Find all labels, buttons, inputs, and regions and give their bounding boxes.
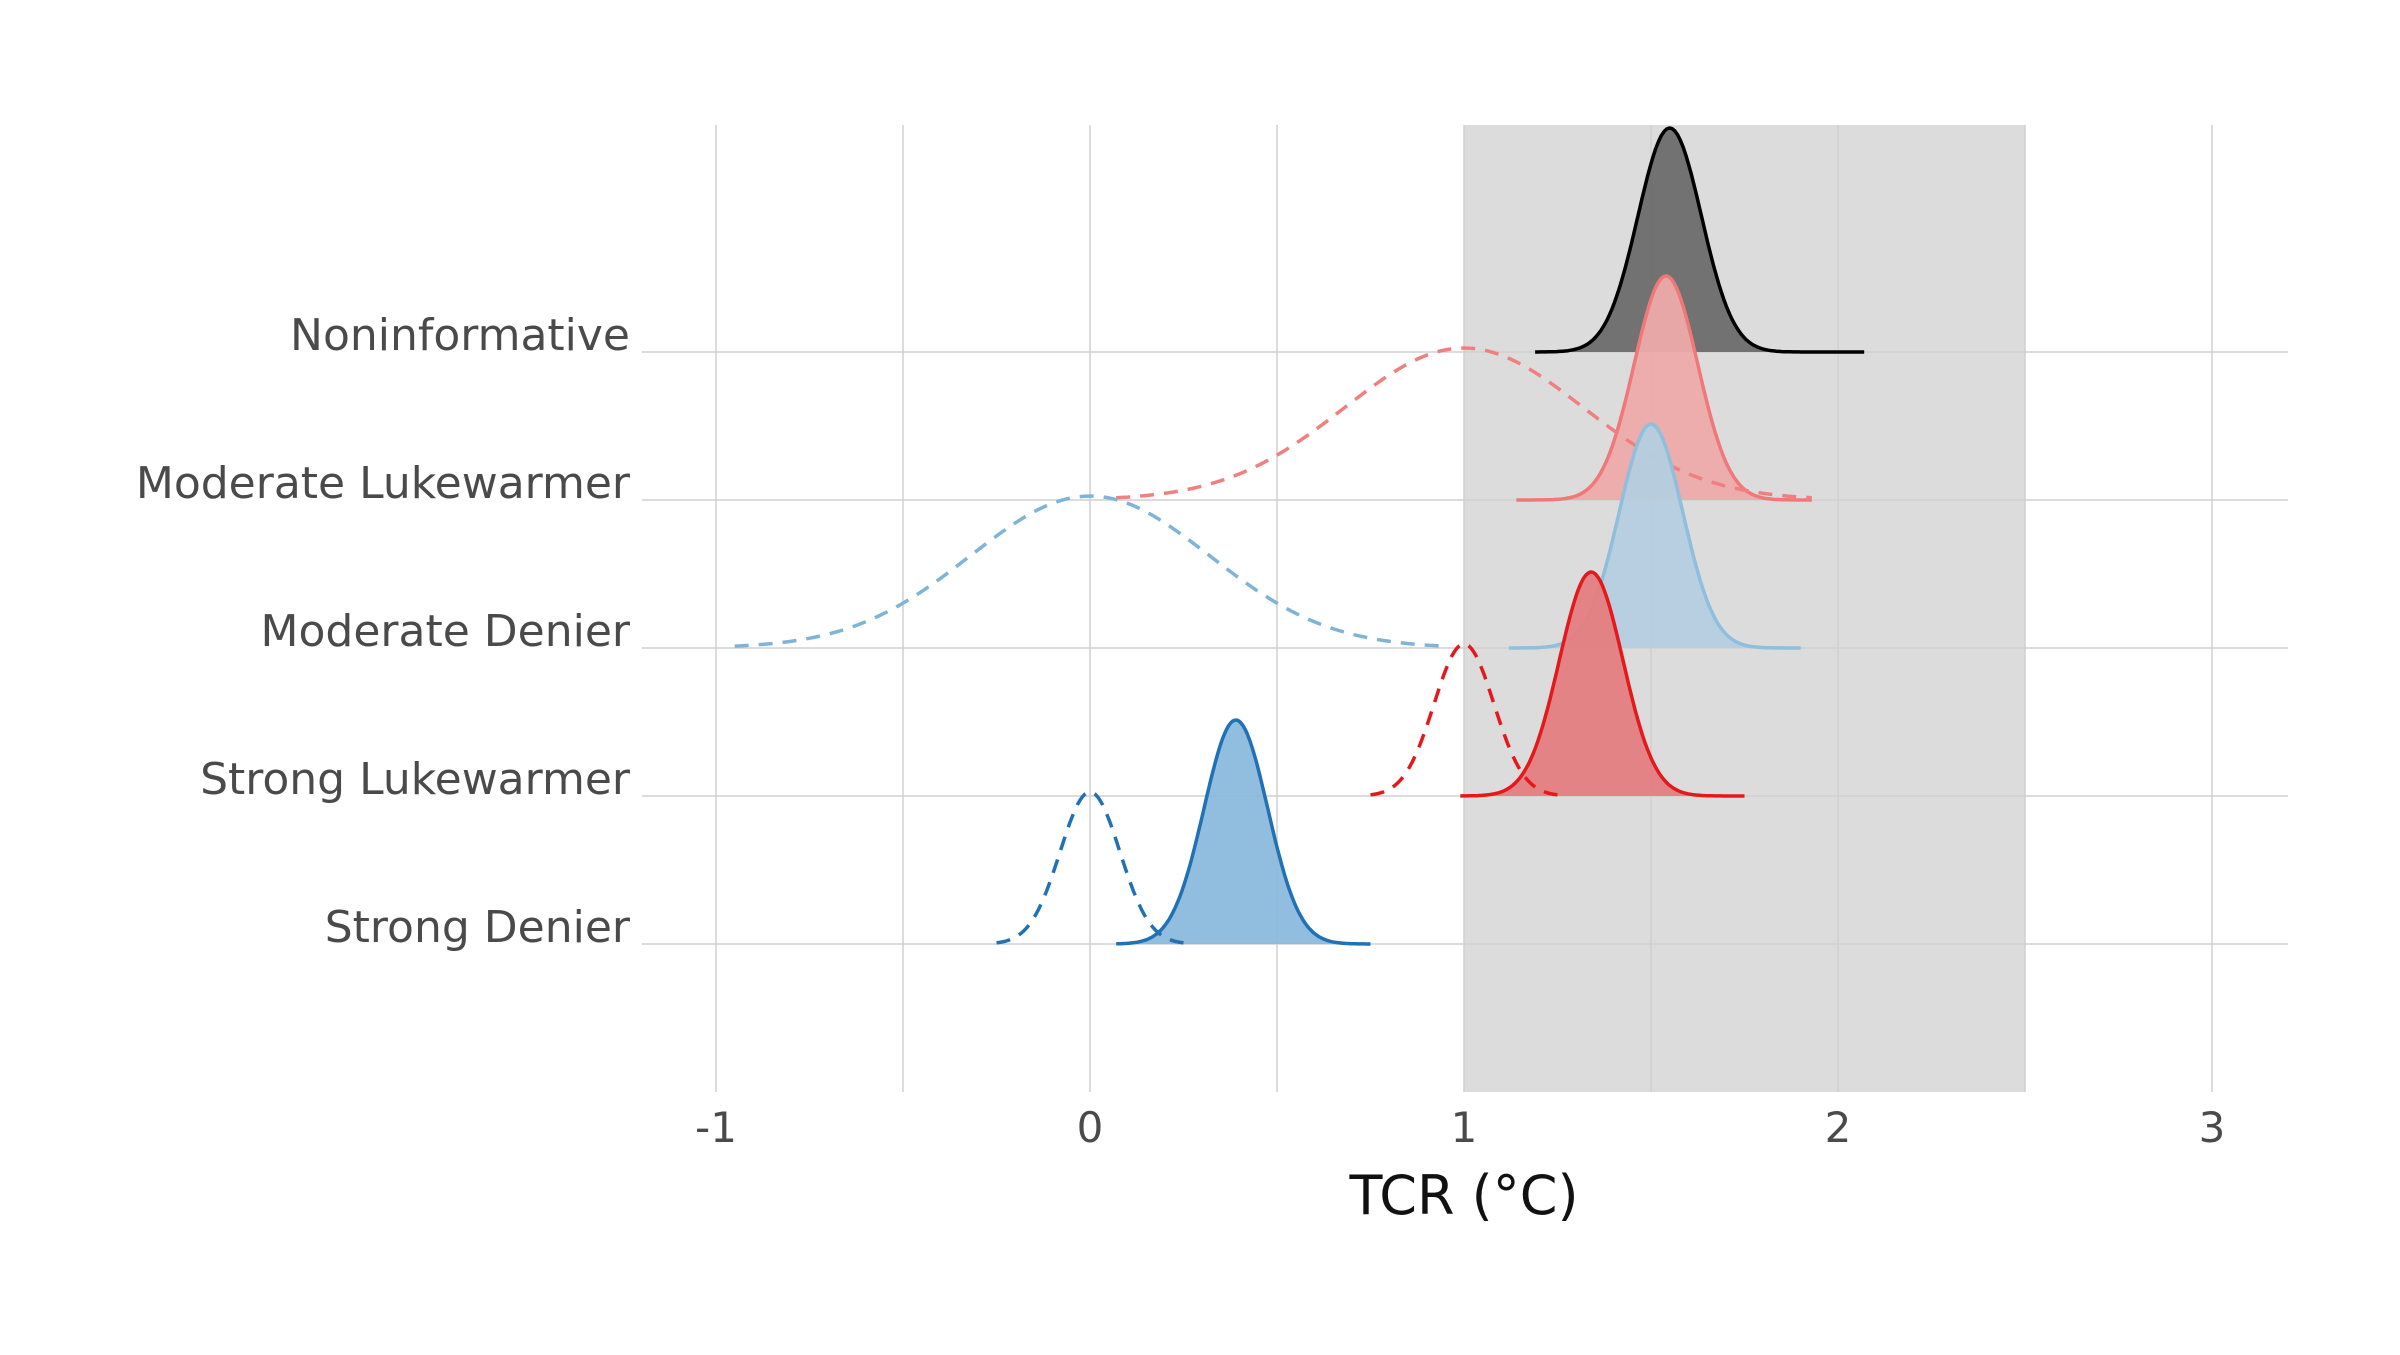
posterior-fill-moderate-denier bbox=[1508, 424, 1801, 648]
shaded-region bbox=[1464, 125, 2025, 1092]
background-layer bbox=[1464, 125, 2025, 1092]
x-tick-label: 0 bbox=[1077, 1103, 1104, 1152]
density-layer bbox=[734, 126, 1865, 946]
x-axis-title: TCR (°C) bbox=[1348, 1164, 1578, 1227]
posterior-line-moderate-lukewarmer bbox=[1516, 274, 1812, 502]
x-tick-label: 1 bbox=[1451, 1103, 1478, 1152]
prior-line-moderate-lukewarmer bbox=[1116, 346, 1812, 500]
x-tick-label: -1 bbox=[695, 1103, 737, 1152]
row-label-moderate-lukewarmer: Moderate Lukewarmer bbox=[136, 458, 631, 509]
x-tick-label: 3 bbox=[2199, 1103, 2226, 1152]
row-label-strong-lukewarmer: Strong Lukewarmer bbox=[200, 754, 631, 805]
prior-line-moderate-denier bbox=[734, 494, 1446, 648]
x-tick-label: 2 bbox=[1825, 1103, 1852, 1152]
row-label-moderate-denier: Moderate Denier bbox=[261, 606, 631, 657]
row-label-strong-denier: Strong Denier bbox=[325, 902, 631, 953]
posterior-fill-moderate-lukewarmer bbox=[1516, 276, 1812, 500]
prior-line-strong-lukewarmer bbox=[1370, 642, 1558, 797]
prior-line-strong-denier bbox=[996, 790, 1184, 945]
posterior-fill-strong-lukewarmer bbox=[1460, 572, 1745, 796]
posterior-fill-strong-denier bbox=[1116, 720, 1371, 944]
posterior-line-strong-lukewarmer bbox=[1460, 570, 1745, 798]
posterior-line-moderate-denier bbox=[1508, 422, 1801, 650]
row-label-noninformative: Noninformative bbox=[290, 310, 630, 361]
posterior-line-noninformative bbox=[1535, 126, 1865, 354]
label-layer: Strong Denier Strong Lukewarmer Moderate D… bbox=[136, 310, 2226, 1152]
